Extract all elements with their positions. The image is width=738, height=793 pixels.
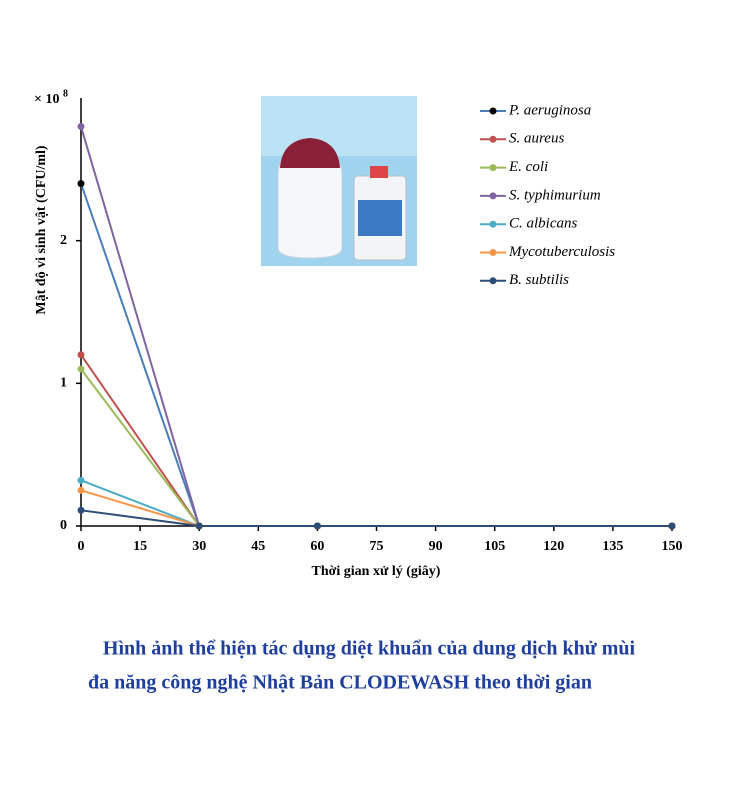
- legend-label: C. albicans: [509, 216, 577, 232]
- x-tick-label: 15: [133, 539, 147, 554]
- data-point: [313, 522, 321, 530]
- x-tick-label: 135: [602, 539, 623, 554]
- data-point: [77, 486, 85, 494]
- series-line: [80, 489, 672, 527]
- x-tick-label: 75: [370, 539, 384, 554]
- legend-marker: [489, 135, 497, 143]
- x-tick-label: 45: [251, 539, 265, 554]
- caption-line: đa năng công nghệ Nhật Bản CLODEWASH the…: [88, 672, 592, 694]
- series-line: [80, 509, 672, 527]
- legend-label: S. typhimurium: [509, 187, 601, 203]
- legend-label: P. aeruginosa: [508, 102, 591, 118]
- x-tick-label: 105: [484, 539, 505, 554]
- data-point: [77, 476, 85, 484]
- legend-marker: [489, 107, 497, 115]
- x-tick-label: 150: [662, 539, 683, 554]
- legend-marker: [489, 249, 497, 256]
- legend-marker: [489, 277, 497, 285]
- caption-line: Hình ảnh thể hiện tác dụng diệt khuẩn củ…: [103, 638, 636, 660]
- product-photo: [261, 96, 417, 266]
- legend-marker: [489, 220, 497, 228]
- y-multiplier-exponent: 8: [63, 88, 68, 99]
- legend-label: Mycotuberculosis: [508, 244, 615, 260]
- x-tick-label: 60: [310, 539, 324, 554]
- y-axis-label: Mật độ vi sinh vật (CFU/ml): [34, 145, 49, 315]
- data-point: [77, 506, 85, 514]
- legend-label: E. coli: [508, 159, 548, 175]
- y-tick-label: 0: [60, 518, 67, 533]
- x-tick-label: 30: [192, 539, 206, 554]
- x-tick-label: 120: [543, 539, 564, 554]
- y-tick-label: 2: [60, 233, 67, 248]
- data-point: [77, 123, 85, 131]
- data-point: [77, 365, 85, 373]
- y-multiplier: × 10: [34, 92, 59, 107]
- legend-label: B. subtilis: [509, 272, 569, 288]
- y-tick-label: 1: [60, 376, 67, 391]
- data-point: [77, 180, 85, 188]
- data-point: [195, 522, 203, 530]
- legend-marker: [489, 192, 497, 200]
- x-axis-label: Thời gian xử lý (giây): [312, 564, 441, 579]
- series-line: [80, 368, 672, 527]
- data-point: [668, 522, 676, 530]
- legend-label: S. aureus: [509, 131, 564, 147]
- data-point: [77, 351, 85, 359]
- x-tick-label: 0: [78, 539, 85, 554]
- x-tick-label: 90: [429, 539, 443, 554]
- legend-marker: [489, 164, 497, 172]
